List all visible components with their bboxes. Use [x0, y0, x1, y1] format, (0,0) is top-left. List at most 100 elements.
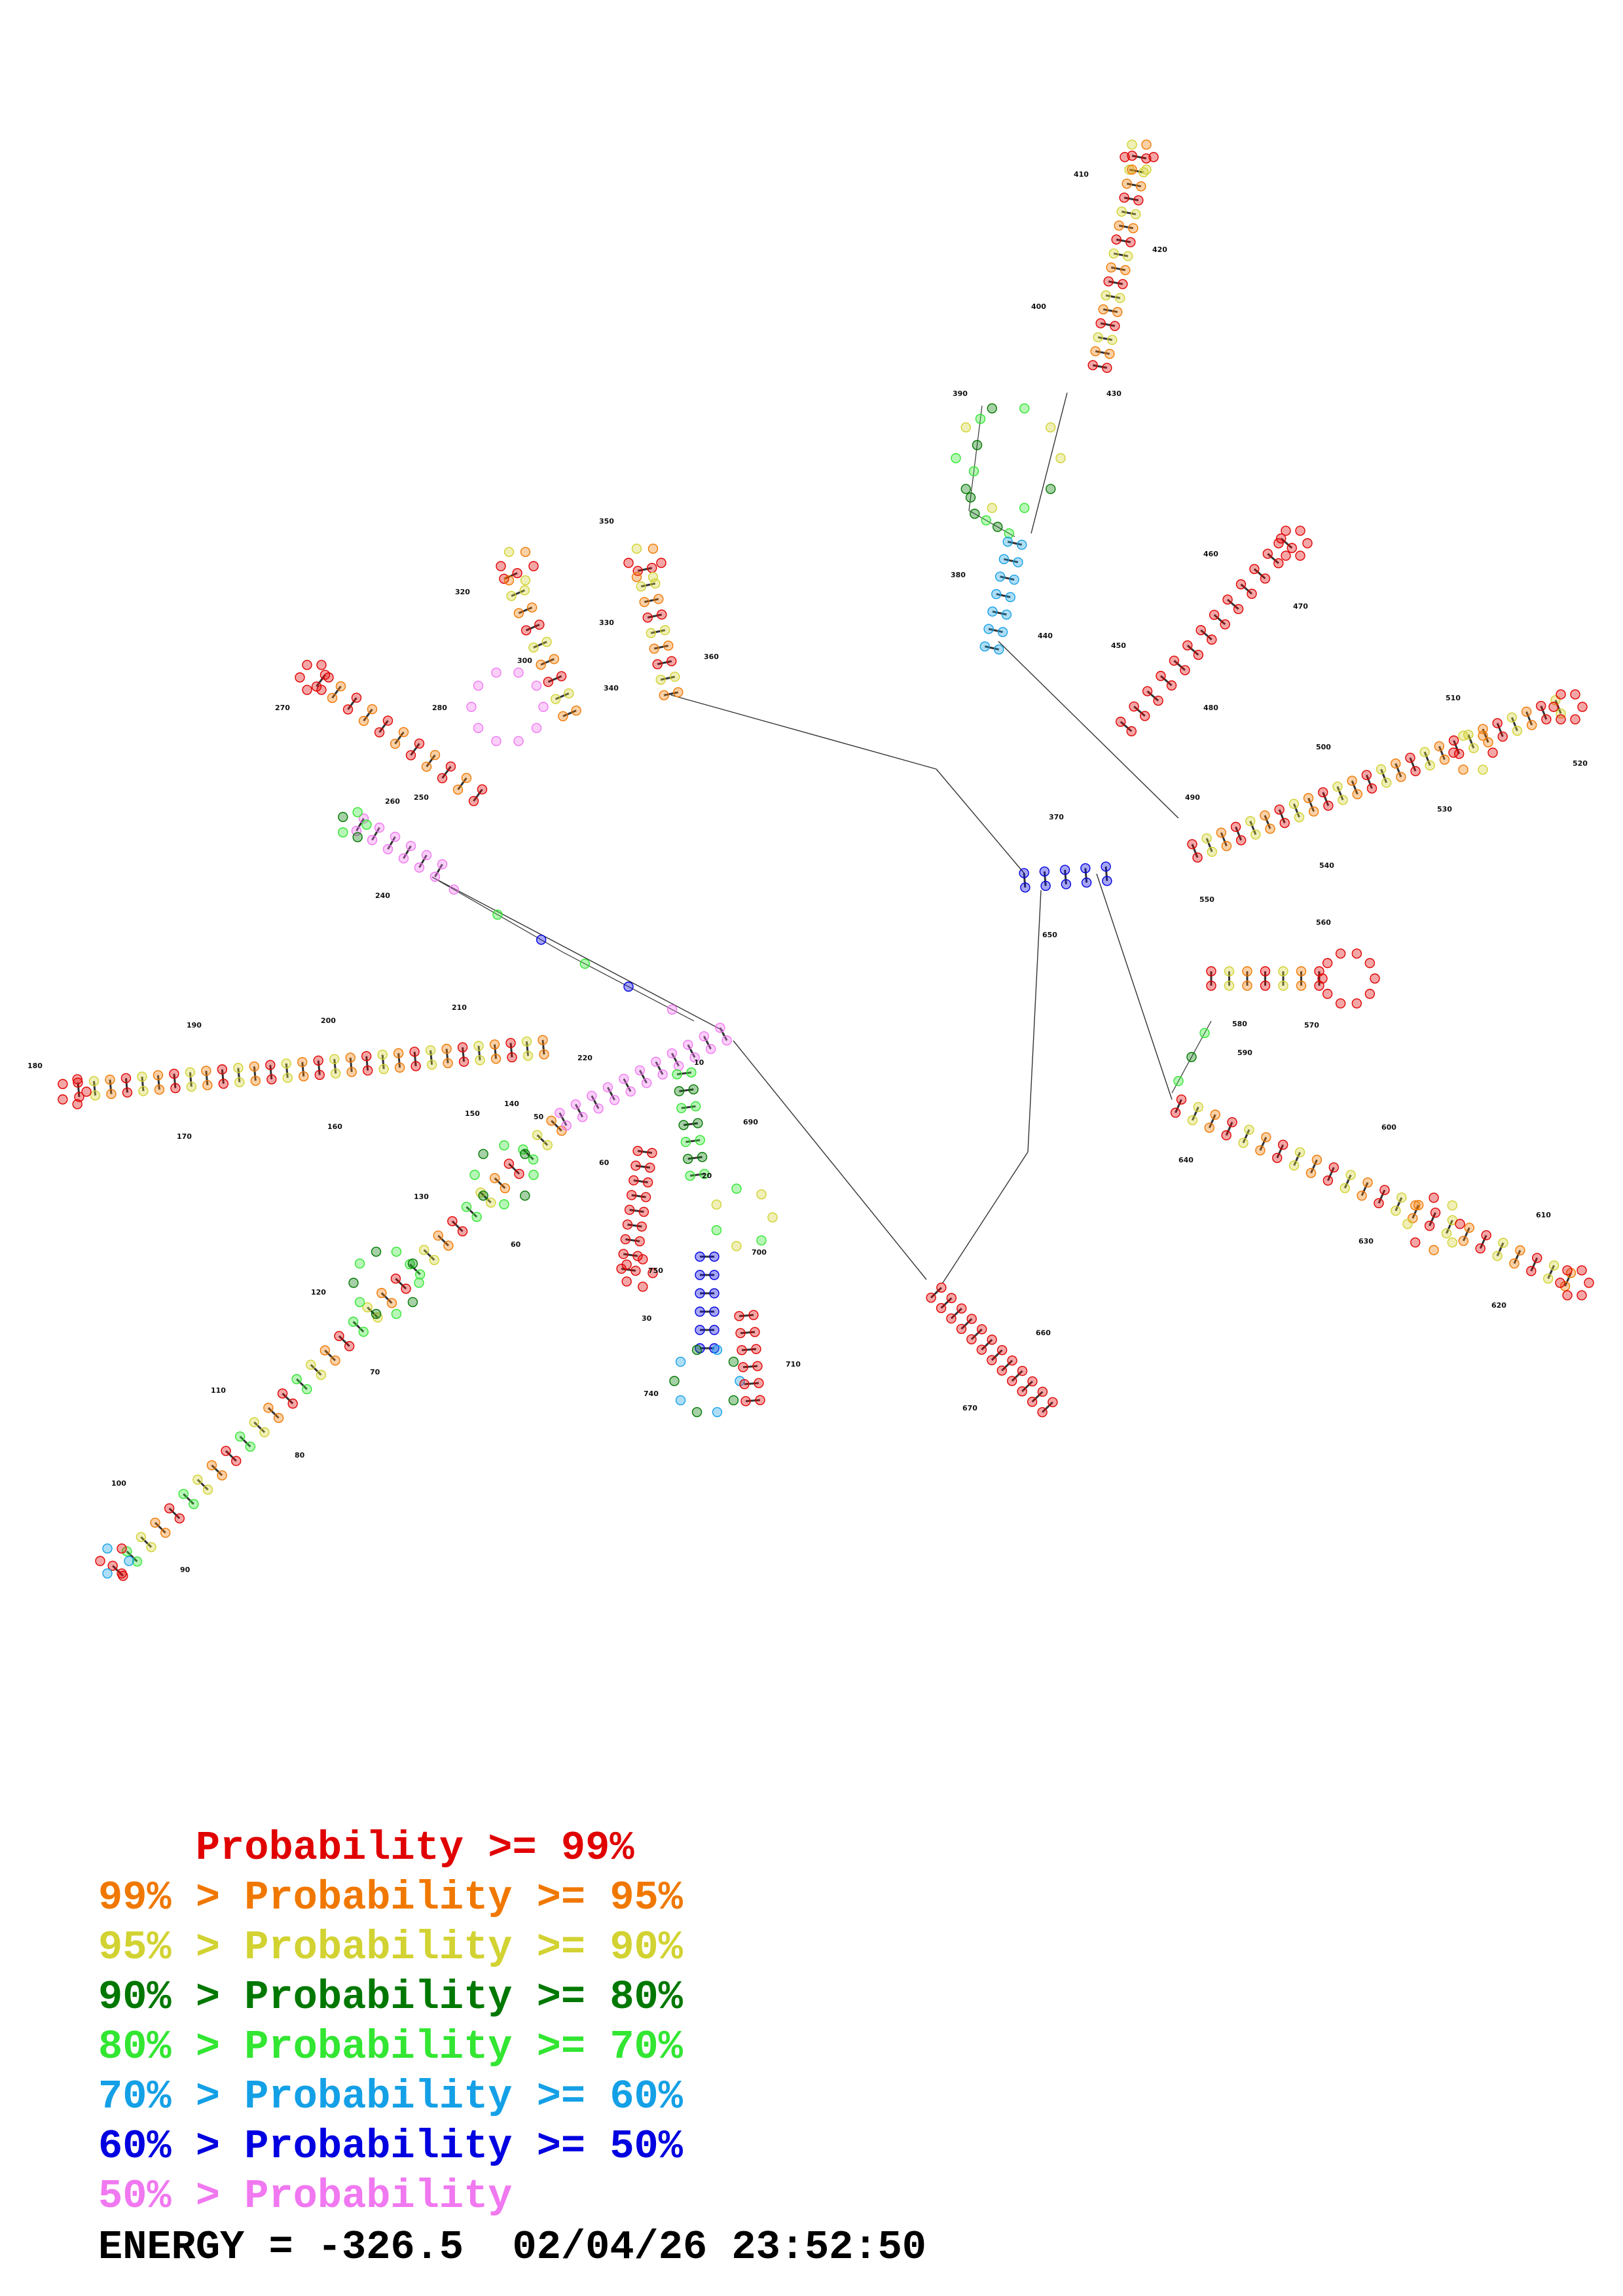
nucleotide-node — [1340, 1183, 1350, 1193]
nucleotide-node — [382, 715, 393, 726]
nucleotide-node — [1345, 1170, 1356, 1180]
backbone-line — [1027, 889, 1042, 1153]
backbone-line — [413, 1051, 417, 1067]
nucleotide-node — [499, 1140, 509, 1151]
nucleotide-node — [688, 1084, 699, 1095]
nucleotide-node — [443, 1240, 454, 1251]
nucleotide-node — [538, 1035, 548, 1045]
nucleotide-node — [1281, 526, 1291, 536]
nucleotide-node — [1396, 772, 1406, 782]
nucleotide-node — [570, 1099, 581, 1109]
position-label: 200 — [321, 1016, 336, 1025]
nucleotide-node — [1556, 689, 1566, 700]
nucleotide-node — [968, 466, 979, 476]
backbone-line — [745, 1399, 761, 1403]
backbone-line — [991, 1349, 1003, 1361]
nucleotide-node — [1116, 206, 1127, 217]
legend-prefix: 95% > — [98, 1924, 245, 1971]
nucleotide-node — [410, 1061, 421, 1071]
nucleotide-node — [154, 1085, 165, 1095]
backbone-line — [1322, 792, 1330, 806]
backbone-line — [981, 1338, 993, 1351]
nucleotide-node — [429, 749, 441, 761]
position-label: 60 — [599, 1158, 610, 1167]
backbone-line — [653, 645, 669, 650]
backbone-line — [637, 567, 653, 572]
nucleotide-node — [651, 1056, 661, 1067]
backbone-line — [1021, 1380, 1034, 1392]
nucleotide-node — [666, 656, 677, 666]
position-label: 260 — [385, 797, 400, 806]
nucleotide-node — [344, 1341, 355, 1352]
position-label: 620 — [1491, 1301, 1506, 1310]
nucleotide-node — [631, 543, 642, 554]
nucleotide-node — [1335, 998, 1346, 1009]
nucleotide-node — [287, 1398, 298, 1409]
nucleotide-node — [1235, 835, 1247, 846]
nucleotide-node — [473, 723, 484, 734]
nucleotide-node — [1410, 766, 1421, 776]
nucleotide-node — [1338, 795, 1348, 805]
nucleotide-node — [630, 1160, 641, 1171]
nucleotide-node — [405, 840, 416, 852]
backbone-line — [1023, 872, 1027, 888]
backbone-line — [1310, 1159, 1318, 1174]
nucleotide-node — [1366, 783, 1377, 794]
backbone-line — [1121, 210, 1137, 215]
nucleotide-node — [1260, 980, 1271, 991]
nucleotide-node — [1127, 164, 1137, 175]
nucleotide-node — [1127, 139, 1137, 150]
nucleotide-node — [1224, 966, 1235, 977]
position-label: 90 — [180, 1566, 191, 1574]
nucleotide-node — [202, 1484, 213, 1495]
nucleotide-node — [965, 492, 976, 503]
backbone-line — [269, 1065, 273, 1080]
backbone-line — [1092, 364, 1108, 369]
rna-structure-diagram: 410 420 400 390 430 380 440 450 460 470 … — [27, 139, 1594, 1581]
nucleotide-node — [1379, 1185, 1390, 1195]
legend-entry-99: Probability >= 99% — [98, 1823, 634, 1873]
nucleotide-node — [646, 628, 656, 638]
backbone-line — [1173, 660, 1186, 672]
backbone-line — [1438, 745, 1446, 761]
nucleotide-node — [647, 571, 659, 583]
backbone-line — [324, 1350, 337, 1361]
nucleotide-node — [712, 1344, 723, 1355]
nucleotide-node — [579, 958, 591, 969]
nucleotide-node — [306, 1359, 316, 1370]
nucleotide-node — [976, 1344, 987, 1355]
nucleotide-node — [491, 736, 501, 747]
nucleotide-node — [1061, 879, 1072, 889]
backbone-line — [660, 675, 676, 681]
nucleotide-node — [1141, 139, 1152, 150]
nucleotide-node — [1055, 453, 1066, 463]
nucleotide-node — [709, 1270, 720, 1280]
nucleotide-node — [1405, 753, 1415, 763]
backbone-line — [950, 1308, 962, 1319]
nucleotide-node — [1048, 1397, 1058, 1408]
nucleotide-node — [983, 624, 994, 634]
nucleotide-node — [316, 685, 327, 695]
nucleotide-node — [437, 773, 448, 783]
nucleotide-node — [623, 981, 634, 992]
position-label: 10 — [694, 1058, 704, 1067]
nucleotide-node — [1176, 1094, 1187, 1105]
position-label: 470 — [1293, 602, 1308, 611]
backbone-line — [562, 709, 577, 717]
nucleotide-node — [695, 1306, 705, 1317]
nucleotide-node — [468, 796, 479, 806]
position-label: 600 — [1381, 1123, 1396, 1132]
nucleotide-node — [390, 1273, 401, 1284]
backbone-line — [1547, 1265, 1555, 1280]
position-label: 400 — [1031, 302, 1046, 311]
nucleotide-node — [1262, 548, 1273, 559]
backbone-line — [562, 952, 695, 1022]
nucleotide-node — [1577, 1290, 1587, 1300]
backbone-line — [331, 685, 342, 699]
nucleotide-node — [936, 1282, 947, 1293]
backbone-line — [1377, 1189, 1386, 1204]
backbone-line — [650, 629, 666, 634]
nucleotide-node — [587, 1090, 597, 1101]
nucleotide-node — [1093, 332, 1103, 343]
nucleotide-node — [699, 1031, 710, 1041]
